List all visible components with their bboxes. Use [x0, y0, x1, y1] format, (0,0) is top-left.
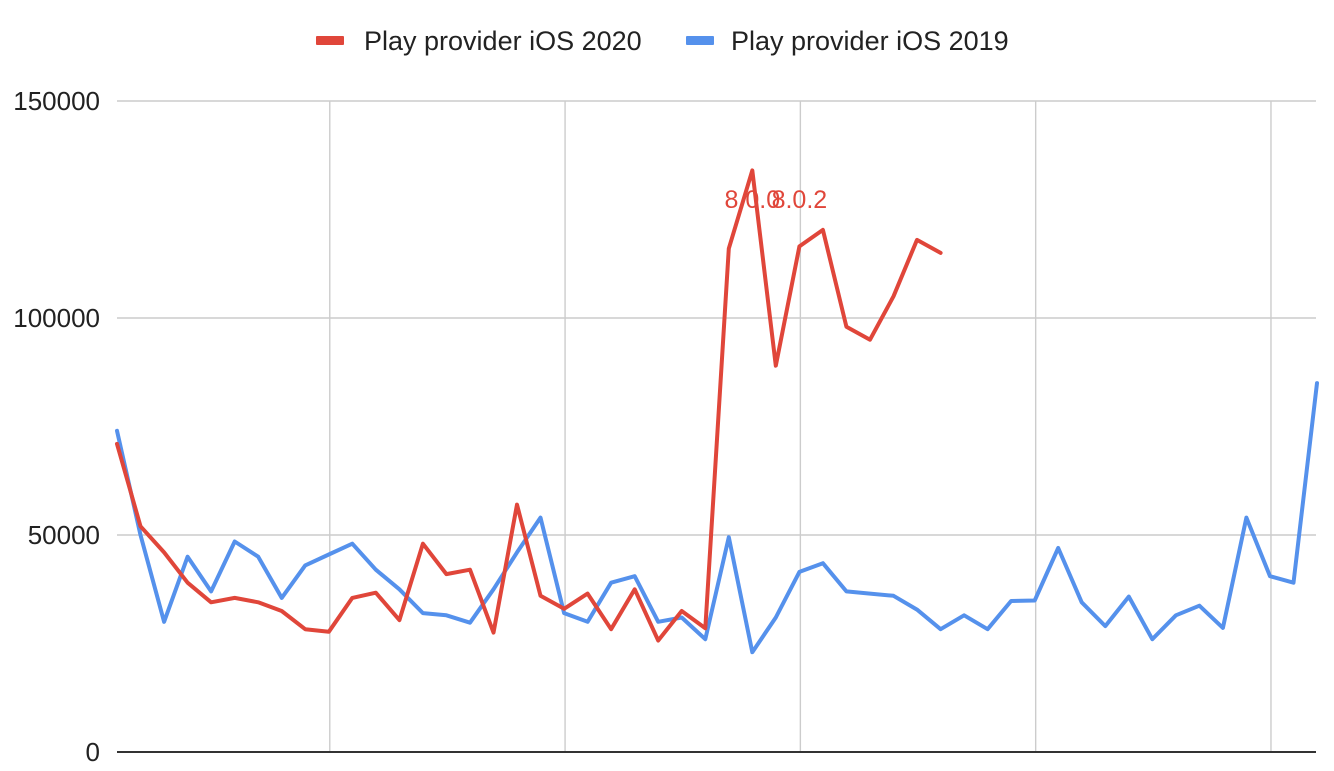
annotation-label: 8.0.0: [725, 186, 781, 214]
axis-layer: 0 50000 100000 150000: [13, 86, 1316, 767]
series-line-2020: [115, 168, 943, 643]
y-tick-label: 150000: [13, 86, 100, 116]
legend-label-2019: Play provider iOS 2019: [731, 26, 1009, 56]
legend: Play provider iOS 2020 Play provider iOS…: [316, 26, 1009, 56]
y-tick-label: 100000: [13, 303, 100, 333]
legend-swatch-2019: [686, 36, 714, 45]
y-tick-label: 0: [86, 737, 100, 767]
grid-layer: [117, 100, 1316, 752]
series-layer: [115, 168, 1319, 655]
y-tick-label: 50000: [28, 520, 100, 550]
legend-label-2020: Play provider iOS 2020: [364, 26, 642, 56]
annotation-label: 8.0.2: [772, 186, 828, 214]
series-line-2019: [115, 381, 1319, 655]
legend-swatch-2020: [316, 36, 344, 45]
annotation-layer: 8.0.08.0.2: [725, 186, 828, 214]
